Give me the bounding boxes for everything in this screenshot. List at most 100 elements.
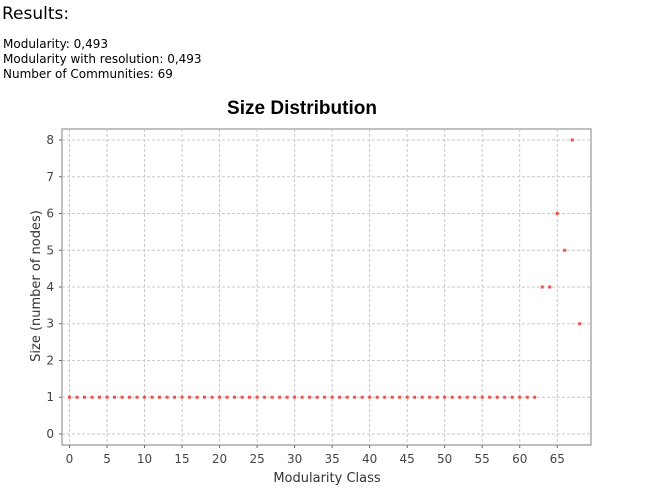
data-point (473, 395, 477, 399)
modularity-resolution-text: Modularity with resolution: 0,493 (3, 52, 202, 66)
data-point (120, 395, 124, 399)
x-tick-label: 35 (324, 452, 339, 466)
data-point (435, 395, 439, 399)
data-point (173, 395, 177, 399)
x-tick-label: 55 (475, 452, 490, 466)
data-point (465, 395, 469, 399)
data-point (398, 395, 402, 399)
data-point (578, 322, 582, 326)
data-point (210, 395, 214, 399)
data-point (480, 395, 484, 399)
data-point (353, 395, 357, 399)
data-point (158, 395, 162, 399)
x-tick-label: 50 (437, 452, 452, 466)
data-point (495, 395, 499, 399)
data-point (75, 395, 79, 399)
data-point (165, 395, 169, 399)
data-point (405, 395, 409, 399)
data-point (308, 395, 312, 399)
data-point (83, 395, 87, 399)
data-point (458, 395, 462, 399)
x-tick-label: 0 (66, 452, 74, 466)
grid (62, 129, 591, 445)
y-tick-label: 4 (46, 280, 54, 294)
data-point (510, 395, 514, 399)
chart-title: Size Distribution (227, 98, 377, 119)
data-point (450, 395, 454, 399)
data-point (195, 395, 199, 399)
y-tick-label: 8 (46, 133, 54, 147)
data-point (503, 395, 507, 399)
data-point (278, 395, 282, 399)
data-point (150, 395, 154, 399)
data-point (240, 395, 244, 399)
communities-count-text: Number of Communities: 69 (3, 67, 173, 81)
data-point (285, 395, 289, 399)
data-point (413, 395, 417, 399)
x-tick-label: 15 (174, 452, 189, 466)
results-heading: Results: (2, 4, 70, 24)
data-point (428, 395, 432, 399)
data-point (293, 395, 297, 399)
data-point (345, 395, 349, 399)
data-point (488, 395, 492, 399)
x-tick-label: 20 (212, 452, 227, 466)
y-tick-label: 1 (46, 390, 54, 404)
data-point (555, 212, 559, 216)
x-tick-label: 10 (137, 452, 152, 466)
data-point (383, 395, 387, 399)
y-tick-label: 0 (46, 427, 54, 441)
y-tick-label: 6 (46, 207, 54, 221)
modularity-text: Modularity: 0,493 (3, 37, 109, 51)
data-point (263, 395, 267, 399)
data-point (90, 395, 94, 399)
x-tick-label: 25 (249, 452, 264, 466)
data-point (330, 395, 334, 399)
data-point (540, 285, 544, 289)
data-point (68, 395, 72, 399)
x-axis-title: Modularity Class (273, 471, 381, 486)
data-point (570, 138, 574, 142)
data-point (533, 395, 537, 399)
x-tick-label: 60 (512, 452, 527, 466)
data-point (390, 395, 394, 399)
data-point (143, 395, 147, 399)
data-point (218, 395, 222, 399)
data-point (375, 395, 379, 399)
x-tick-label: 5 (103, 452, 111, 466)
data-point (518, 395, 522, 399)
x-tick-label: 30 (287, 452, 302, 466)
data-point (443, 395, 447, 399)
data-points (68, 138, 582, 399)
x-tick-label: 45 (400, 452, 415, 466)
data-point (113, 395, 117, 399)
data-point (180, 395, 184, 399)
y-tick-label: 7 (46, 170, 54, 184)
y-tick-label: 5 (46, 243, 54, 257)
data-point (323, 395, 327, 399)
y-tick-label: 3 (46, 317, 54, 331)
data-point (563, 248, 567, 252)
data-point (98, 395, 102, 399)
data-point (135, 395, 139, 399)
data-point (338, 395, 342, 399)
data-point (315, 395, 319, 399)
data-point (225, 395, 229, 399)
y-tick-label: 2 (46, 353, 54, 367)
data-point (255, 395, 259, 399)
data-point (203, 395, 207, 399)
data-point (300, 395, 304, 399)
data-point (360, 395, 364, 399)
y-axis-title: Size (number of nodes) (29, 210, 44, 362)
x-tick-label: 65 (550, 452, 565, 466)
x-tick-label: 40 (362, 452, 377, 466)
data-point (548, 285, 552, 289)
data-point (188, 395, 192, 399)
data-point (105, 395, 109, 399)
data-point (368, 395, 372, 399)
data-point (248, 395, 252, 399)
data-point (128, 395, 132, 399)
data-point (420, 395, 424, 399)
